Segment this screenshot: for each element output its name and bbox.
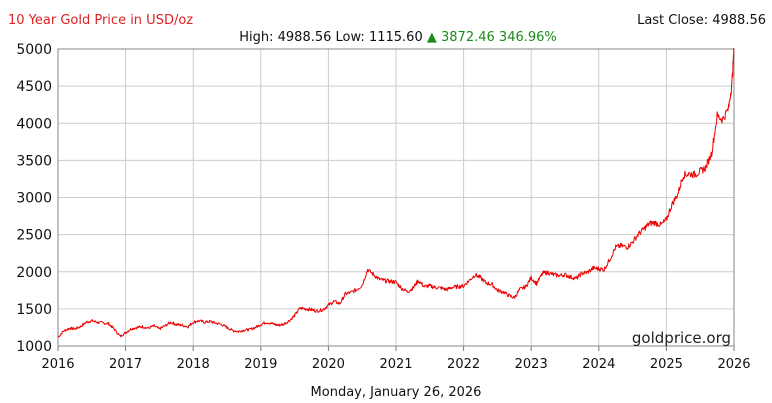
y-tick-label: 2000 bbox=[16, 265, 52, 281]
y-tick-label: 5000 bbox=[16, 42, 52, 58]
x-tick-label: 2019 bbox=[244, 357, 277, 372]
last-close-label: Last Close: bbox=[637, 13, 708, 28]
x-tick-label: 2025 bbox=[650, 357, 683, 372]
x-tick-label: 2017 bbox=[109, 357, 142, 372]
y-tick-label: 1000 bbox=[16, 339, 52, 355]
y-tick-label: 3500 bbox=[16, 153, 52, 169]
x-tick-label: 2016 bbox=[41, 357, 74, 372]
high-value: 4988.56 bbox=[278, 30, 332, 45]
x-tick-label: 2022 bbox=[447, 357, 480, 372]
chart-title: 10 Year Gold Price in USD/oz bbox=[8, 13, 193, 28]
gold-price-line bbox=[57, 47, 735, 338]
x-tick-label: 2023 bbox=[515, 357, 548, 372]
x-tick-label: 2020 bbox=[312, 357, 345, 372]
series-layer bbox=[57, 47, 735, 338]
watermark: goldprice.org bbox=[632, 329, 731, 347]
x-tick-label: 2026 bbox=[717, 357, 750, 372]
y-tick-label: 1500 bbox=[16, 302, 52, 318]
low-value: 1115.60 bbox=[369, 30, 423, 45]
low-label: Low: bbox=[336, 30, 365, 45]
high-low-stats: High: 4988.56 Low: 1115.60 ▲ 3872.46 346… bbox=[239, 30, 557, 45]
x-tick-label: 2021 bbox=[379, 357, 412, 372]
x-tick-label: 2018 bbox=[177, 357, 210, 372]
date-caption: Monday, January 26, 2026 bbox=[311, 385, 482, 400]
y-tick-label: 4500 bbox=[16, 79, 52, 95]
tick-labels: 1000 1500 2000 2500 3000 3500 4000 4500 5000 2016… bbox=[16, 42, 750, 372]
change-percent: 346.96% bbox=[499, 30, 557, 45]
change-value: 3872.46 bbox=[441, 30, 495, 45]
high-label: High: bbox=[239, 30, 273, 45]
y-tick-label: 3000 bbox=[16, 191, 52, 207]
change-arrow-icon: ▲ bbox=[427, 30, 437, 45]
last-close-value: 4988.56 bbox=[712, 13, 766, 28]
y-tick-label: 4000 bbox=[16, 116, 52, 132]
axes bbox=[57, 48, 735, 351]
last-close-text: Last Close: 4988.56 bbox=[637, 13, 766, 28]
x-tick-label: 2024 bbox=[582, 357, 615, 372]
plot-border bbox=[57, 48, 735, 347]
y-tick-label: 2500 bbox=[16, 228, 52, 244]
